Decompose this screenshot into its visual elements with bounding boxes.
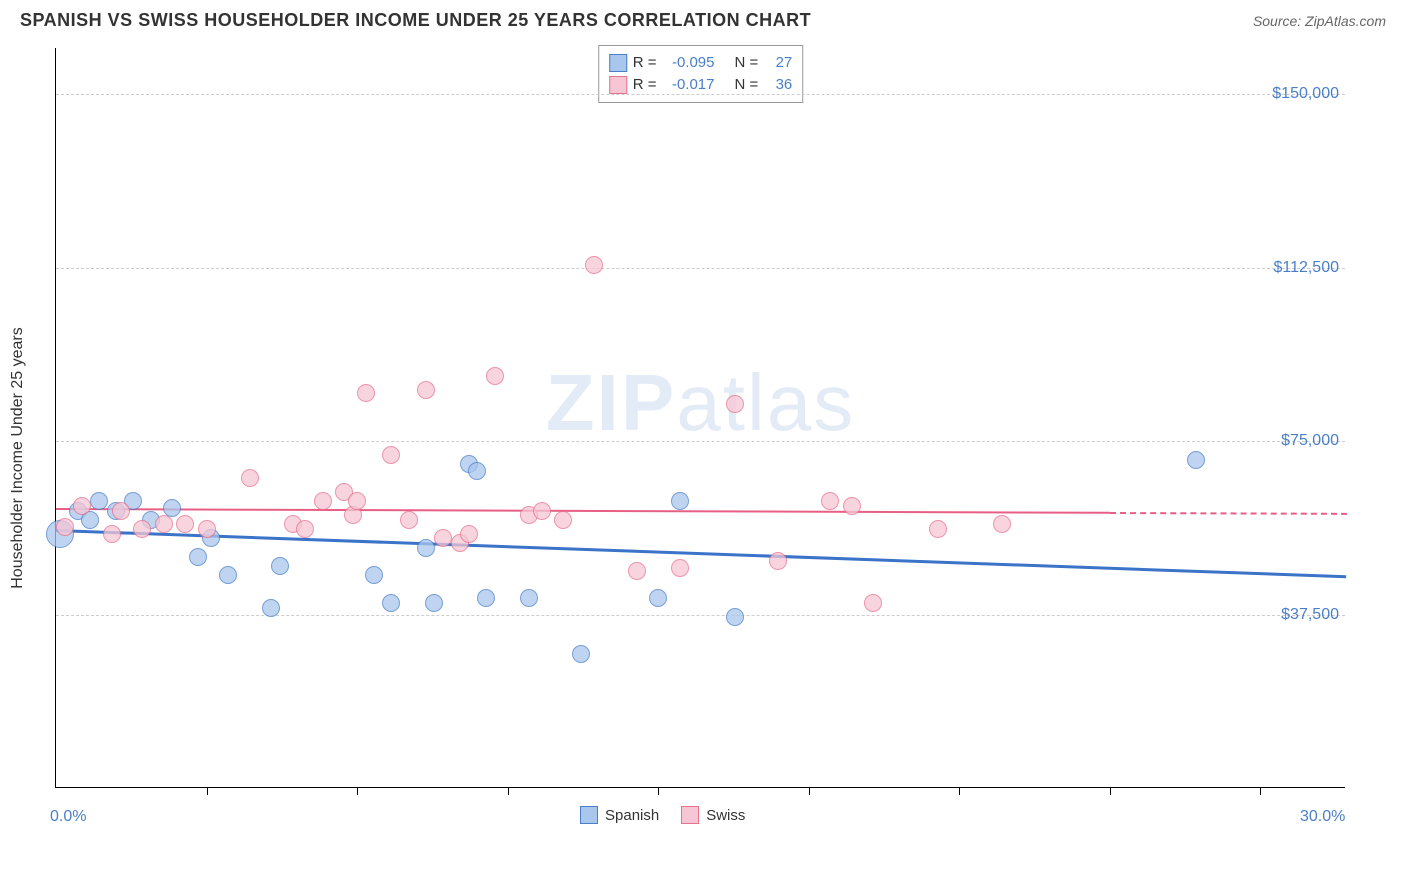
legend-label: Swiss (706, 807, 745, 824)
data-point (726, 395, 744, 413)
data-point (219, 566, 237, 584)
x-axis-max-label: 30.0% (1300, 808, 1345, 826)
legend-swatch (609, 76, 627, 94)
data-point (176, 515, 194, 533)
data-point (357, 384, 375, 402)
r-label: R = (633, 52, 657, 74)
data-point (417, 381, 435, 399)
trendline (56, 508, 1110, 514)
data-point (262, 599, 280, 617)
chart-header: SPANISH VS SWISS HOUSEHOLDER INCOME UNDE… (0, 0, 1406, 33)
n-value: 27 (764, 52, 792, 74)
x-tick (508, 787, 509, 795)
data-point (382, 446, 400, 464)
data-point (73, 497, 91, 515)
gridline (56, 268, 1345, 269)
n-label: N = (735, 74, 759, 96)
x-tick (1260, 787, 1261, 795)
chart-container: Householder Income Under 25 years ZIPatl… (0, 33, 1406, 883)
data-point (572, 645, 590, 663)
series-legend: Spanish Swiss (580, 806, 745, 824)
data-point (769, 552, 787, 570)
data-point (155, 515, 173, 533)
data-point (1187, 451, 1205, 469)
legend-item: Swiss (681, 806, 745, 824)
gridline (56, 615, 1345, 616)
data-point (112, 502, 130, 520)
data-point (103, 525, 121, 543)
y-tick-label: $150,000 (1272, 85, 1339, 103)
data-point (296, 520, 314, 538)
data-point (554, 511, 572, 529)
gridline (56, 441, 1345, 442)
data-point (314, 492, 332, 510)
y-tick-label: $112,500 (1273, 259, 1339, 277)
data-point (417, 539, 435, 557)
data-point (56, 518, 74, 536)
data-point (843, 497, 861, 515)
data-point (929, 520, 947, 538)
data-point (585, 256, 603, 274)
y-tick-label: $37,500 (1281, 606, 1339, 624)
trendline (1109, 512, 1346, 515)
data-point (382, 594, 400, 612)
data-point (133, 520, 151, 538)
chart-title: SPANISH VS SWISS HOUSEHOLDER INCOME UNDE… (20, 10, 811, 31)
data-point (90, 492, 108, 510)
correlation-row: R = -0.017 N =36 (609, 74, 793, 96)
legend-swatch (580, 806, 598, 824)
y-axis-label: Householder Income Under 25 years (9, 327, 27, 588)
data-point (348, 492, 366, 510)
data-point (533, 502, 551, 520)
x-tick (658, 787, 659, 795)
data-point (520, 589, 538, 607)
plot-area: ZIPatlas R = -0.095 N =27 R = -0.017 N =36 $3… (55, 48, 1345, 788)
data-point (649, 589, 667, 607)
data-point (821, 492, 839, 510)
data-point (400, 511, 418, 529)
data-point (468, 462, 486, 480)
legend-swatch (681, 806, 699, 824)
data-point (434, 529, 452, 547)
source-credit: Source: ZipAtlas.com (1253, 13, 1386, 29)
x-tick (959, 787, 960, 795)
data-point (189, 548, 207, 566)
legend-label: Spanish (605, 807, 659, 824)
x-tick (357, 787, 358, 795)
x-axis-min-label: 0.0% (50, 808, 86, 826)
data-point (271, 557, 289, 575)
n-label: N = (735, 52, 759, 74)
r-label: R = (633, 74, 657, 96)
data-point (671, 492, 689, 510)
r-value: -0.017 (663, 74, 715, 96)
source-prefix: Source: (1253, 13, 1305, 29)
trendline (56, 529, 1346, 578)
data-point (628, 562, 646, 580)
data-point (460, 525, 478, 543)
data-point (864, 594, 882, 612)
data-point (477, 589, 495, 607)
data-point (726, 608, 744, 626)
watermark: ZIPatlas (546, 357, 855, 449)
data-point (365, 566, 383, 584)
source-link[interactable]: ZipAtlas.com (1305, 13, 1386, 29)
data-point (993, 515, 1011, 533)
data-point (198, 520, 216, 538)
data-point (163, 499, 181, 517)
y-tick-label: $75,000 (1281, 432, 1339, 450)
correlation-row: R = -0.095 N =27 (609, 52, 793, 74)
data-point (671, 559, 689, 577)
data-point (486, 367, 504, 385)
legend-swatch (609, 54, 627, 72)
x-tick (809, 787, 810, 795)
legend-item: Spanish (580, 806, 659, 824)
gridline (56, 94, 1345, 95)
data-point (241, 469, 259, 487)
x-tick (1110, 787, 1111, 795)
n-value: 36 (764, 74, 792, 96)
data-point (425, 594, 443, 612)
x-tick (207, 787, 208, 795)
r-value: -0.095 (663, 52, 715, 74)
